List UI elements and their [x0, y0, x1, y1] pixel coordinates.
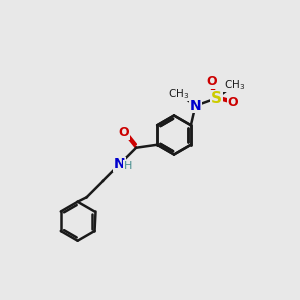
Text: H: H	[124, 161, 132, 171]
Text: CH$_3$: CH$_3$	[168, 87, 190, 100]
Text: CH$_3$: CH$_3$	[224, 78, 245, 92]
Text: O: O	[207, 75, 217, 88]
Text: N: N	[114, 157, 125, 171]
Text: O: O	[228, 96, 238, 109]
Text: O: O	[119, 126, 129, 139]
Text: N: N	[190, 99, 201, 113]
Text: S: S	[211, 91, 222, 106]
